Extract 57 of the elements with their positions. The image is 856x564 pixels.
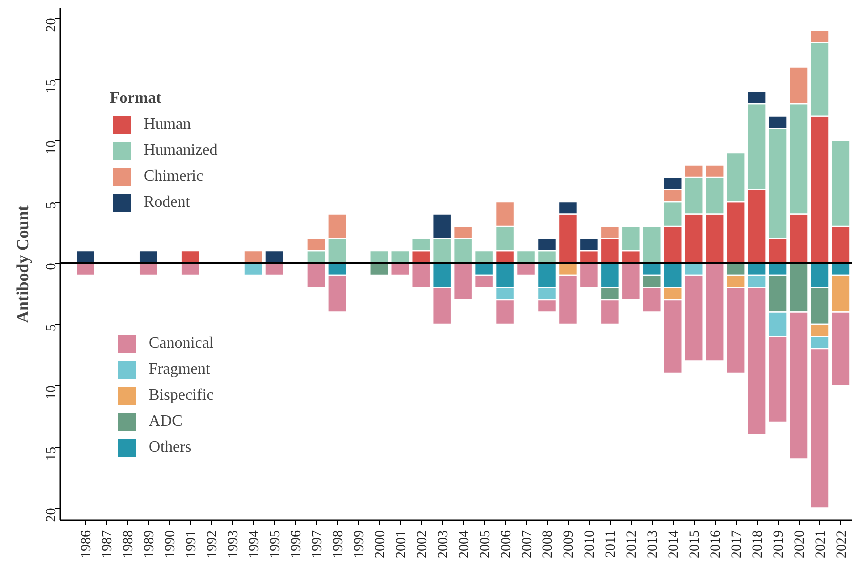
x-tick-label: 2016 [709, 530, 724, 558]
x-tick-label: 2004 [457, 530, 472, 558]
legend-label: ADC [149, 413, 183, 431]
legend-title: Format [110, 90, 163, 108]
x-tick-label: 1999 [352, 530, 368, 558]
x-tick-label: 2014 [667, 530, 682, 558]
x-tick-label: 2000 [373, 530, 388, 558]
y-axis-title: Antibody Count [14, 205, 32, 324]
x-tick-label: 2007 [520, 530, 536, 558]
y-tick-label: 20 [44, 508, 60, 522]
x-tick-label: 1996 [289, 530, 304, 558]
x-tick-label: 1988 [122, 530, 137, 558]
y-tick-label: 20 [44, 18, 60, 32]
x-tick-label: 2002 [415, 530, 430, 558]
legend-label: Rodent [144, 194, 190, 212]
x-tick-label: 2019 [772, 530, 788, 558]
x-tick-label: 2001 [394, 530, 410, 558]
x-tick-label: 1998 [331, 530, 346, 558]
x-tick-label: 1987 [100, 530, 116, 558]
x-tick-label: 2021 [814, 530, 829, 558]
legend-label: Chimeric [144, 168, 204, 186]
y-tick-label: 15 [44, 80, 60, 94]
y-tick-label: 10 [44, 140, 60, 155]
x-tick-label: 2003 [436, 530, 452, 558]
x-tick-label: 2022 [834, 530, 850, 558]
x-tick-label: 1995 [268, 530, 284, 558]
y-tick-label: 0 [44, 263, 60, 270]
x-tick-label: 2013 [646, 530, 662, 558]
legend-label: Humanized [144, 142, 218, 160]
x-tick-label: 1991 [184, 530, 200, 558]
y-tick-label: 5 [44, 324, 60, 332]
x-tick-label: 1989 [142, 530, 158, 558]
x-tick-label: 2011 [604, 530, 620, 558]
x-tick-label: 2020 [793, 530, 808, 558]
x-tick-label: 1986 [80, 530, 95, 558]
x-tick-label: 2018 [751, 530, 766, 558]
x-tick-label: 1992 [206, 530, 221, 558]
legend-label: Bispecific [149, 387, 214, 405]
y-tick-label: 10 [44, 386, 60, 400]
legend-label: Fragment [149, 361, 210, 379]
y-tick-label: 15 [44, 447, 60, 462]
x-tick-label: 1993 [226, 530, 242, 558]
x-tick-label: 1994 [248, 530, 263, 558]
legend-label: Human [144, 116, 192, 134]
legend-label: Canonical [149, 335, 214, 353]
x-tick-label: 2017 [730, 530, 746, 558]
x-tick-label: 1997 [310, 530, 326, 558]
x-tick-label: 2008 [541, 530, 556, 558]
y-tick-label: 5 [44, 202, 60, 210]
x-tick-label: 2005 [478, 530, 494, 558]
x-tick-label: 2009 [562, 530, 578, 558]
x-tick-label: 2012 [625, 530, 640, 558]
x-tick-label: 2006 [499, 530, 514, 558]
x-tick-label: 1990 [164, 530, 179, 558]
x-tick-label: 2015 [688, 530, 704, 558]
x-tick-label: 2010 [583, 530, 598, 558]
legend-label: Others [149, 439, 192, 457]
